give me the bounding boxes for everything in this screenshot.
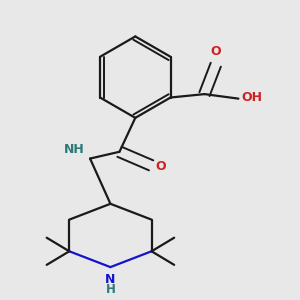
Text: O: O [211, 45, 221, 58]
Text: OH: OH [242, 91, 263, 104]
Text: NH: NH [64, 143, 84, 156]
Text: H: H [106, 283, 116, 296]
Text: N: N [105, 273, 116, 286]
Text: O: O [156, 160, 166, 173]
